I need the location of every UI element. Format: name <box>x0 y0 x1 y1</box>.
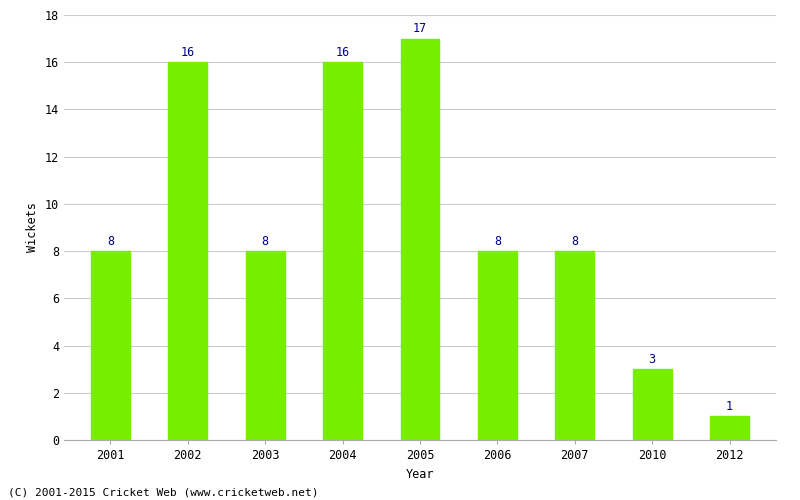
Text: (C) 2001-2015 Cricket Web (www.cricketweb.net): (C) 2001-2015 Cricket Web (www.cricketwe… <box>8 488 318 498</box>
Text: 3: 3 <box>649 352 656 366</box>
Bar <box>169 62 207 440</box>
Text: 17: 17 <box>413 22 427 35</box>
Bar <box>91 251 130 440</box>
Bar <box>555 251 594 440</box>
Text: 16: 16 <box>181 46 195 59</box>
Text: 8: 8 <box>262 234 269 248</box>
Text: 1: 1 <box>726 400 733 413</box>
Y-axis label: Wickets: Wickets <box>26 202 39 252</box>
Text: 8: 8 <box>571 234 578 248</box>
Text: 8: 8 <box>494 234 501 248</box>
Bar <box>710 416 749 440</box>
Bar <box>478 251 517 440</box>
Text: 16: 16 <box>335 46 350 59</box>
Bar <box>323 62 362 440</box>
X-axis label: Year: Year <box>406 468 434 480</box>
Bar <box>401 38 439 440</box>
Text: 8: 8 <box>107 234 114 248</box>
Bar <box>633 369 671 440</box>
Bar <box>246 251 285 440</box>
